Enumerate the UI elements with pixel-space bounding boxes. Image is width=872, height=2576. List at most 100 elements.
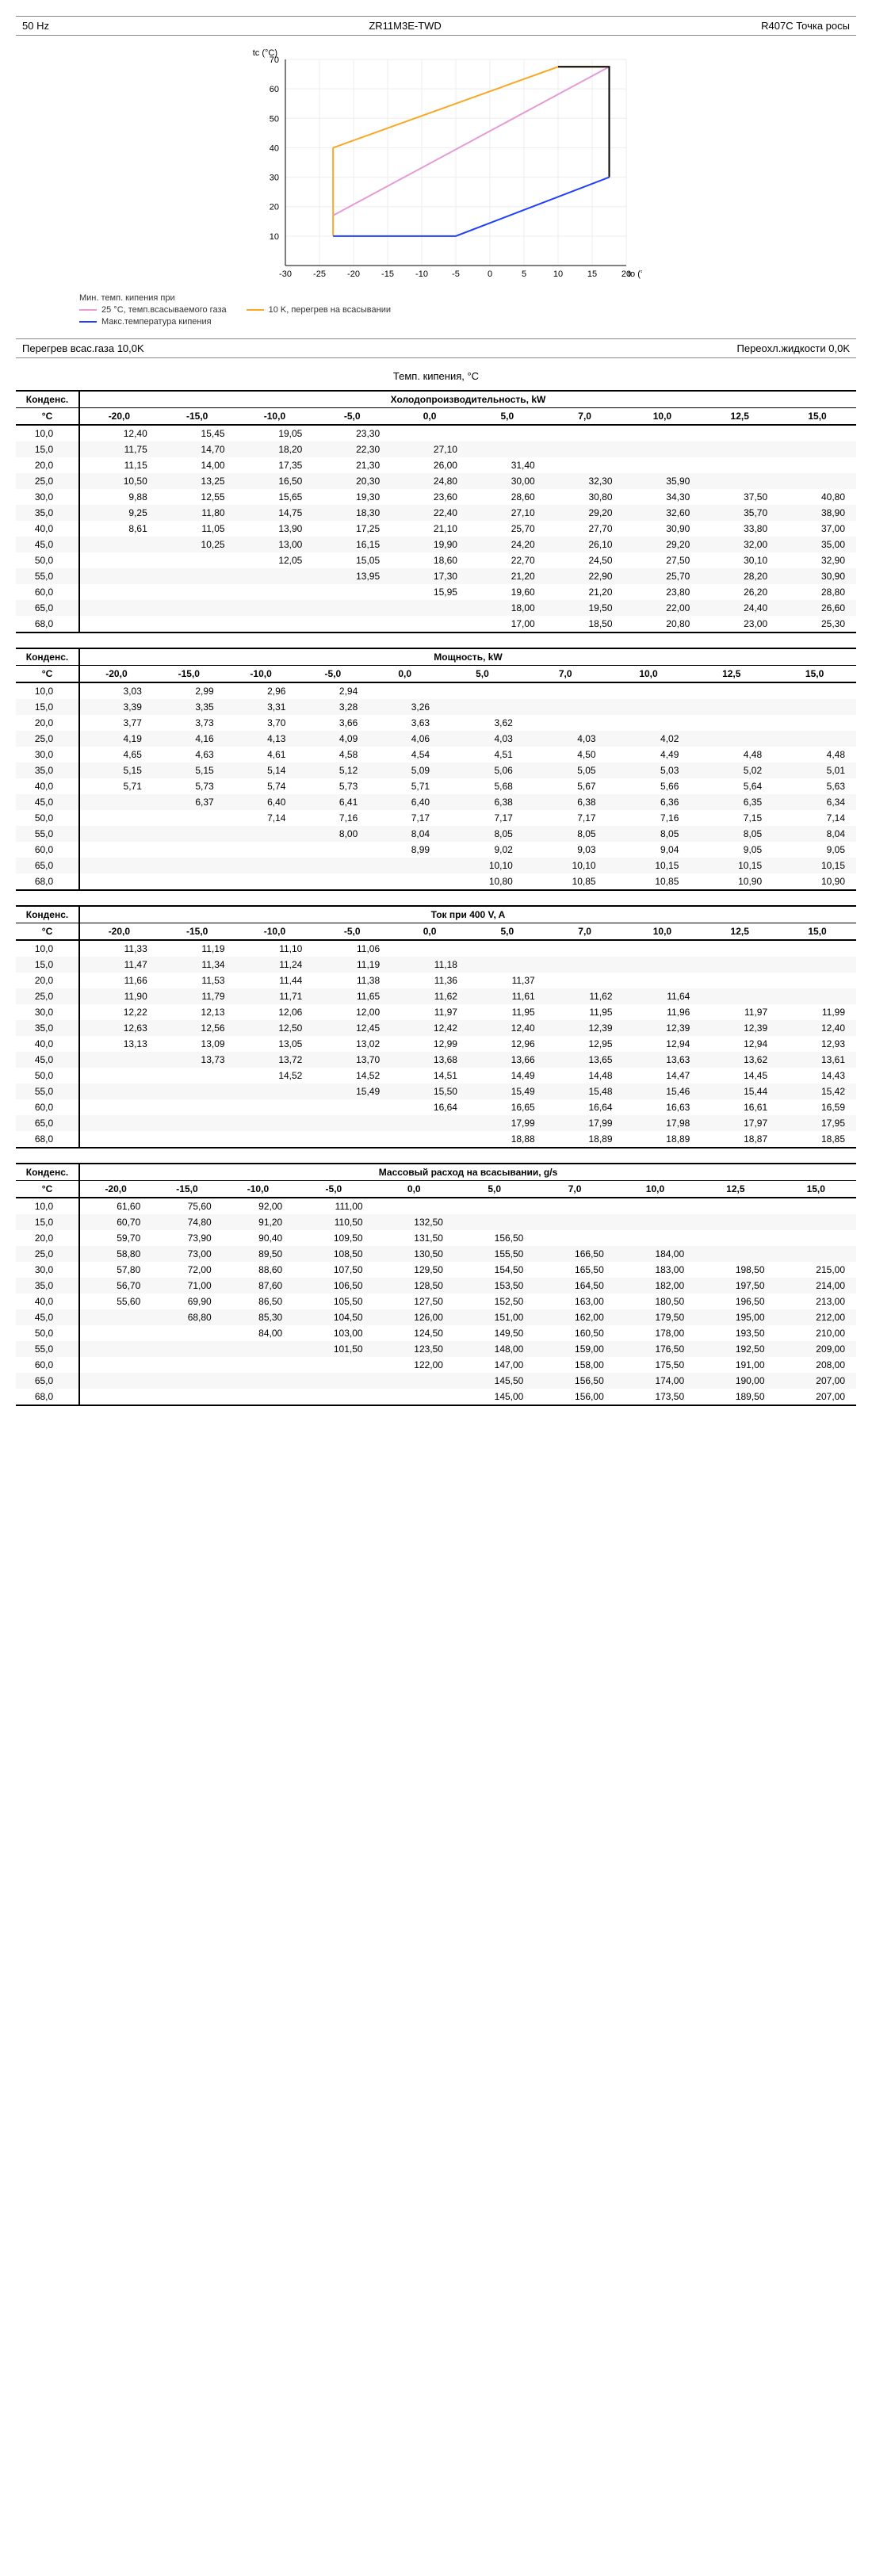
value-cell: 15,05 <box>313 552 391 568</box>
value-cell: 18,88 <box>469 1131 546 1148</box>
value-cell: 3,66 <box>296 715 369 731</box>
value-cell: 11,44 <box>236 973 314 988</box>
value-cell: 12,39 <box>624 1020 702 1036</box>
value-cell: 9,88 <box>79 489 159 505</box>
value-cell: 5,02 <box>690 762 773 778</box>
legend-swatch <box>79 321 97 323</box>
value-cell: 17,35 <box>236 457 314 473</box>
value-cell <box>690 731 773 747</box>
value-cell: 5,67 <box>524 778 607 794</box>
value-cell: 32,30 <box>546 473 624 489</box>
value-cell: 6,37 <box>153 794 225 810</box>
value-cell: 195,00 <box>695 1309 775 1325</box>
table-row: 40,08,6111,0513,9017,2521,1025,7027,7030… <box>16 521 856 537</box>
value-cell <box>624 457 702 473</box>
value-cell: 10,80 <box>441 873 524 890</box>
value-cell <box>79 794 153 810</box>
table-row: 55,013,9517,3021,2022,9025,7028,2030,90 <box>16 568 856 584</box>
legend-text: 10 K, перегрев на всасывании <box>269 305 391 315</box>
value-cell: 4,06 <box>369 731 441 747</box>
svg-text:0: 0 <box>488 269 492 279</box>
value-cell: 7,17 <box>524 810 607 826</box>
legend-heading: Мин. темп. кипения при <box>79 293 856 303</box>
value-cell: 11,97 <box>391 1004 469 1020</box>
value-cell: 15,44 <box>701 1084 778 1099</box>
value-cell: 12,39 <box>546 1020 624 1036</box>
value-cell: 11,97 <box>701 1004 778 1020</box>
value-cell: 30,00 <box>469 473 546 489</box>
cond-cell: 55,0 <box>16 568 79 584</box>
evap-col-header: 7,0 <box>546 408 624 426</box>
cond-unit: °C <box>16 408 79 426</box>
value-cell: 152,50 <box>454 1294 534 1309</box>
value-cell: 16,63 <box>624 1099 702 1115</box>
value-cell: 15,42 <box>778 1084 856 1099</box>
value-cell <box>546 973 624 988</box>
value-cell: 3,31 <box>225 699 297 715</box>
value-cell: 3,28 <box>296 699 369 715</box>
value-cell <box>293 1373 373 1389</box>
value-cell: 149,50 <box>454 1325 534 1341</box>
cond-cell: 45,0 <box>16 537 79 552</box>
value-cell: 13,25 <box>159 473 236 489</box>
value-cell: 15,50 <box>391 1084 469 1099</box>
value-cell: 14,70 <box>159 441 236 457</box>
value-cell <box>391 1131 469 1148</box>
param-title: Холодопроизводительность, kW <box>79 391 856 408</box>
table-row: 35,012,6312,5612,5012,4512,4212,4012,391… <box>16 1020 856 1036</box>
value-cell: 28,80 <box>778 584 856 600</box>
value-cell <box>773 731 856 747</box>
value-cell <box>391 616 469 633</box>
table-row: 65,018,0019,5022,0024,4026,60 <box>16 600 856 616</box>
value-cell: 18,85 <box>778 1131 856 1148</box>
value-cell: 124,50 <box>374 1325 454 1341</box>
table-row: 65,0145,50156,50174,00190,00207,00 <box>16 1373 856 1389</box>
cond-cell: 25,0 <box>16 731 79 747</box>
value-cell: 11,34 <box>159 957 236 973</box>
value-cell: 19,60 <box>469 584 546 600</box>
value-cell: 10,15 <box>607 858 690 873</box>
value-cell: 8,05 <box>607 826 690 842</box>
value-cell: 5,64 <box>690 778 773 794</box>
value-cell: 18,89 <box>546 1131 624 1148</box>
cond-cell: 68,0 <box>16 1389 79 1405</box>
value-cell <box>369 858 441 873</box>
table-row: 30,057,8072,0088,60107,50129,50154,50165… <box>16 1262 856 1278</box>
cond-cell: 60,0 <box>16 584 79 600</box>
value-cell: 59,70 <box>79 1230 151 1246</box>
value-cell: 7,14 <box>773 810 856 826</box>
value-cell: 11,36 <box>391 973 469 988</box>
value-cell <box>701 973 778 988</box>
value-cell: 24,50 <box>546 552 624 568</box>
data-table: Конденс.Мощность, kW°C-20,0-15,0-10,0-5,… <box>16 648 856 891</box>
value-cell: 24,40 <box>701 600 778 616</box>
value-cell: 208,00 <box>776 1357 856 1373</box>
value-cell <box>79 584 159 600</box>
legend-swatch <box>79 309 97 311</box>
value-cell: 13,70 <box>313 1052 391 1068</box>
value-cell: 40,80 <box>778 489 856 505</box>
value-cell: 184,00 <box>615 1246 695 1262</box>
value-cell: 4,03 <box>441 731 524 747</box>
value-cell: 10,90 <box>690 873 773 890</box>
value-cell: 104,50 <box>293 1309 373 1325</box>
value-cell: 3,35 <box>153 699 225 715</box>
value-cell <box>296 842 369 858</box>
value-cell: 156,50 <box>534 1373 614 1389</box>
value-cell <box>79 873 153 890</box>
value-cell: 11,33 <box>79 940 159 957</box>
value-cell <box>79 1357 151 1373</box>
table-row: 45,068,8085,30104,50126,00151,00162,0017… <box>16 1309 856 1325</box>
table-row: 60,08,999,029,039,049,059,05 <box>16 842 856 858</box>
value-cell <box>313 1099 391 1115</box>
value-cell <box>695 1214 775 1230</box>
value-cell <box>79 1373 151 1389</box>
value-cell <box>695 1246 775 1262</box>
header-center: ZR11M3E-TWD <box>369 20 441 32</box>
cond-cell: 20,0 <box>16 1230 79 1246</box>
value-cell <box>624 957 702 973</box>
value-cell: 16,59 <box>778 1099 856 1115</box>
table-row: 68,010,8010,8510,8510,9010,90 <box>16 873 856 890</box>
value-cell: 7,14 <box>225 810 297 826</box>
value-cell: 10,25 <box>159 537 236 552</box>
